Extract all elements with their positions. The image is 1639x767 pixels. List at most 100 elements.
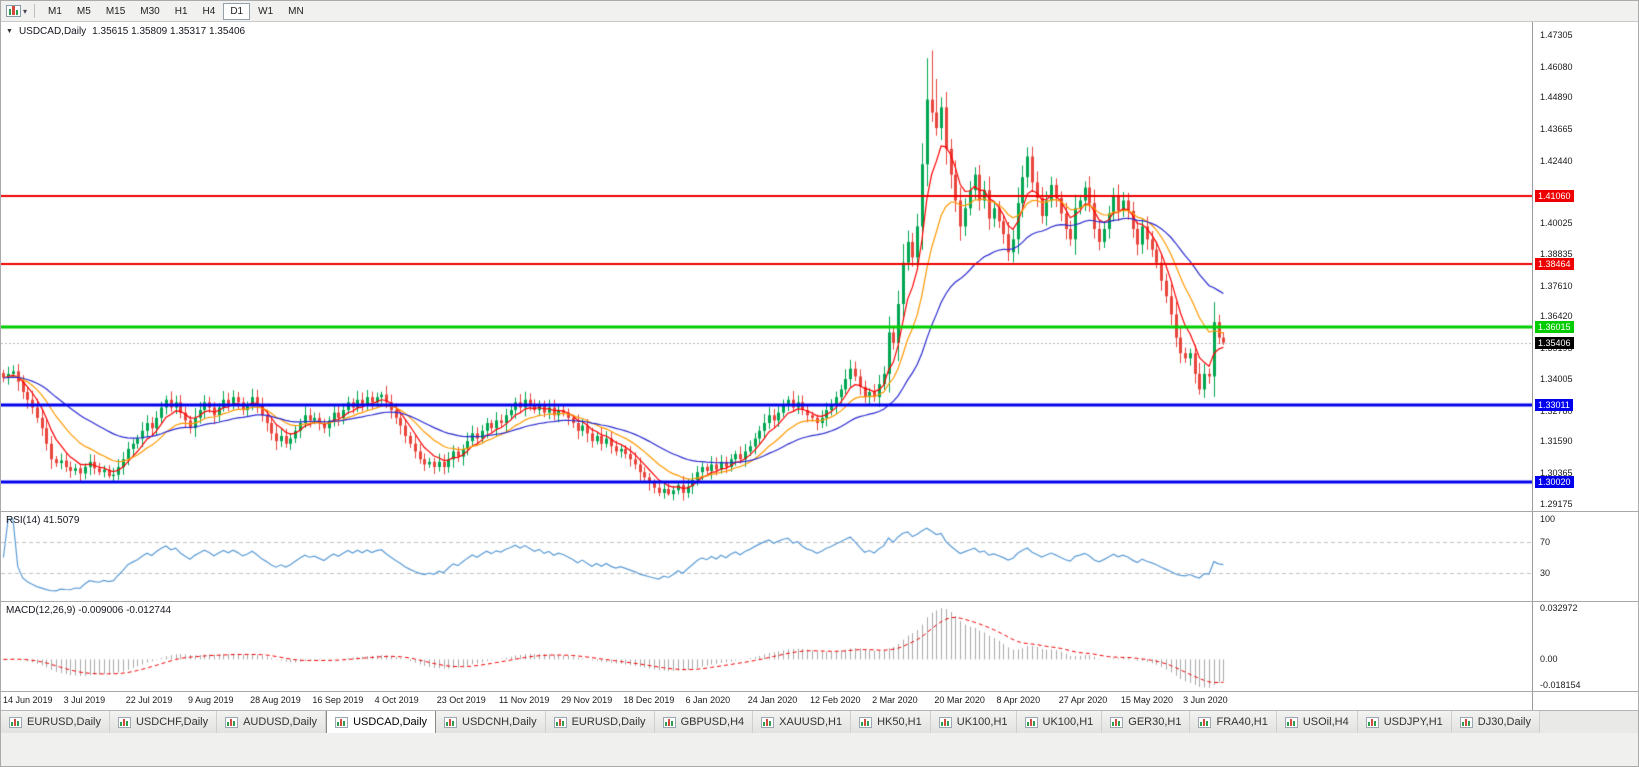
price-level-badge: 1.33011 bbox=[1535, 398, 1573, 411]
price-axis-tick: 1.43665 bbox=[1540, 123, 1573, 134]
price-level-badge: 1.41060 bbox=[1535, 190, 1574, 203]
chart-tab-eurusd[interactable]: EURUSD,Daily bbox=[1, 711, 110, 733]
date-axis-label: 18 Dec 2019 bbox=[623, 695, 675, 705]
chart-tab-ger30[interactable]: GER30,H1 bbox=[1102, 711, 1191, 733]
tab-label: GER30,H1 bbox=[1128, 716, 1182, 728]
timeframe-button-mn[interactable]: MN bbox=[288, 5, 304, 17]
date-axis-label: 14 Jun 2019 bbox=[3, 695, 53, 705]
chart-tab-uk100[interactable]: UK100,H1 bbox=[930, 711, 1017, 733]
timeframe-button-m1[interactable]: M1 bbox=[48, 5, 62, 17]
tab-label: USDJPY,H1 bbox=[1383, 716, 1443, 728]
chart-tab-gbpusd[interactable]: GBPUSD,H4 bbox=[654, 711, 754, 733]
date-axis-label: 2 Mar 2020 bbox=[872, 695, 918, 705]
macd-canvas[interactable] bbox=[1, 602, 1532, 691]
mini-chart-icon bbox=[553, 716, 567, 728]
price-axis-tick: 1.47305 bbox=[1540, 29, 1573, 40]
tab-label: UK100,H1 bbox=[1042, 716, 1094, 728]
chart-title: ▼ USDCAD,Daily 1.35615 1.35809 1.35317 1… bbox=[6, 26, 245, 37]
chart-tab-usdjpy[interactable]: USDJPY,H1 bbox=[1357, 711, 1452, 733]
timeframe-buttons: M1 M5 M15 M30 H1 H4 D1 W1 MN bbox=[41, 2, 312, 20]
tab-label: USDCAD,Daily bbox=[353, 716, 428, 728]
chart-type-icon[interactable] bbox=[6, 5, 21, 17]
rsi-axis: 100 70 30 bbox=[1533, 512, 1638, 601]
tab-label: USOil,H4 bbox=[1302, 716, 1349, 728]
date-axis-label: 29 Nov 2019 bbox=[561, 695, 613, 705]
date-axis-label: 4 Oct 2019 bbox=[374, 695, 419, 705]
date-axis-label: 12 Feb 2020 bbox=[809, 695, 861, 705]
current-price-badge: 1.35406 bbox=[1535, 336, 1574, 349]
macd-axis: 0.032972 0.00 -0.018154 bbox=[1533, 602, 1638, 691]
tab-label: USDCNH,Daily bbox=[462, 716, 537, 728]
chart-tab-usdchf[interactable]: USDCHF,Daily bbox=[109, 711, 218, 733]
macd-axis-tick: 0.032972 bbox=[1540, 603, 1578, 613]
timeframe-button-d1[interactable]: D1 bbox=[223, 2, 251, 20]
collapse-arrow-icon[interactable]: ▼ bbox=[6, 28, 13, 35]
mini-chart-icon bbox=[335, 716, 349, 728]
timeframe-button-h4[interactable]: H4 bbox=[202, 5, 216, 17]
mini-chart-icon bbox=[117, 716, 131, 728]
mini-chart-icon bbox=[662, 716, 676, 728]
axis-separator bbox=[1532, 512, 1533, 601]
timeframe-button-h1[interactable]: H1 bbox=[174, 5, 188, 17]
macd-axis-tick: -0.018154 bbox=[1540, 680, 1581, 690]
tab-label: GBPUSD,H4 bbox=[680, 716, 745, 728]
rsi-canvas[interactable] bbox=[1, 512, 1532, 601]
axis-separator bbox=[1532, 22, 1533, 511]
price-axis-tick: 1.31590 bbox=[1540, 436, 1573, 447]
rsi-axis-tick: 30 bbox=[1540, 567, 1551, 578]
date-axis-label: 3 Jul 2019 bbox=[63, 695, 106, 705]
date-axis-label: 11 Nov 2019 bbox=[498, 695, 550, 705]
chart-tab-usdcnh[interactable]: USDCNH,Daily bbox=[436, 711, 546, 733]
price-axis-tick: 1.34005 bbox=[1540, 373, 1573, 384]
price-axis-tick: 1.40025 bbox=[1540, 218, 1573, 229]
chart-type-dropdown-icon[interactable]: ▾ bbox=[23, 6, 28, 16]
chart-tab-fra40[interactable]: FRA40,H1 bbox=[1190, 711, 1277, 733]
price-axis-tick: 1.37610 bbox=[1540, 280, 1573, 291]
chart-tab-bar: EURUSD,Daily USDCHF,Daily AUDUSD,Daily USDC… bbox=[1, 710, 1638, 733]
ohlc-values: 1.35615 1.35809 1.35317 1.35406 bbox=[92, 26, 246, 37]
date-axis-label: 8 Apr 2020 bbox=[996, 695, 1041, 705]
chart-tab-dj30[interactable]: DJ30,Daily bbox=[1451, 711, 1540, 733]
tab-label: DJ30,Daily bbox=[1477, 716, 1531, 728]
timeframe-button-m5[interactable]: M5 bbox=[76, 5, 91, 17]
price-chart-canvas[interactable] bbox=[1, 22, 1532, 511]
tab-label: USDCHF,Daily bbox=[135, 716, 209, 728]
bottom-filler bbox=[1, 733, 1638, 766]
chart-tab-usdcad[interactable]: USDCAD,Daily bbox=[326, 711, 437, 733]
mini-chart-icon bbox=[225, 716, 239, 728]
chart-tab-usoil[interactable]: USOil,H4 bbox=[1276, 711, 1358, 733]
tab-label: AUDUSD,Daily bbox=[243, 716, 318, 728]
chart-tab-audusd[interactable]: AUDUSD,Daily bbox=[217, 711, 327, 733]
macd-pane: MACD(12,26,9) -0.009006 -0.012744 0.0329… bbox=[1, 602, 1638, 692]
chart-tab-xauusd[interactable]: XAUUSD,H1 bbox=[753, 711, 852, 733]
timeframe-button-w1[interactable]: W1 bbox=[258, 5, 274, 17]
timeframe-button-m30[interactable]: M30 bbox=[140, 5, 160, 17]
price-axis-tick: 1.44890 bbox=[1540, 92, 1573, 103]
mini-chart-icon bbox=[1365, 716, 1379, 728]
macd-label: MACD(12,26,9) -0.009006 -0.012744 bbox=[6, 605, 172, 616]
chart-tab-eurusd[interactable]: EURUSD,Daily bbox=[545, 711, 655, 733]
date-axis-label: 15 May 2020 bbox=[1120, 695, 1173, 705]
mini-chart-icon bbox=[9, 716, 22, 728]
rsi-label: RSI(14) 41.5079 bbox=[6, 515, 80, 526]
mini-chart-icon bbox=[859, 716, 873, 728]
mini-chart-icon bbox=[938, 716, 952, 728]
date-axis-label: 27 Apr 2020 bbox=[1058, 695, 1108, 705]
chart-tab-hk50[interactable]: HK50,H1 bbox=[851, 711, 931, 733]
price-axis-tick: 1.38835 bbox=[1540, 248, 1573, 259]
timeframe-button-m15[interactable]: M15 bbox=[105, 5, 126, 17]
date-axis-label: 22 Jul 2019 bbox=[125, 695, 173, 705]
date-axis: 14 Jun 2019 3 Jul 2019 22 Jul 2019 9 Aug 20… bbox=[1, 692, 1638, 710]
date-axis-label: 6 Jan 2020 bbox=[685, 695, 731, 705]
price-level-badge: 1.36015 bbox=[1535, 320, 1574, 333]
axis-separator bbox=[1532, 602, 1533, 691]
price-pane: ▼ USDCAD,Daily 1.35615 1.35809 1.35317 1… bbox=[1, 22, 1638, 512]
price-axis-tick: 1.29175 bbox=[1540, 498, 1573, 509]
mini-chart-icon bbox=[1024, 716, 1038, 728]
mini-chart-icon bbox=[1110, 716, 1124, 728]
chart-tab-uk100[interactable]: UK100,H1 bbox=[1016, 711, 1103, 733]
axis-separator bbox=[1532, 692, 1533, 710]
date-axis-label: 24 Jan 2020 bbox=[747, 695, 798, 705]
price-level-badge: 1.30020 bbox=[1535, 476, 1574, 489]
